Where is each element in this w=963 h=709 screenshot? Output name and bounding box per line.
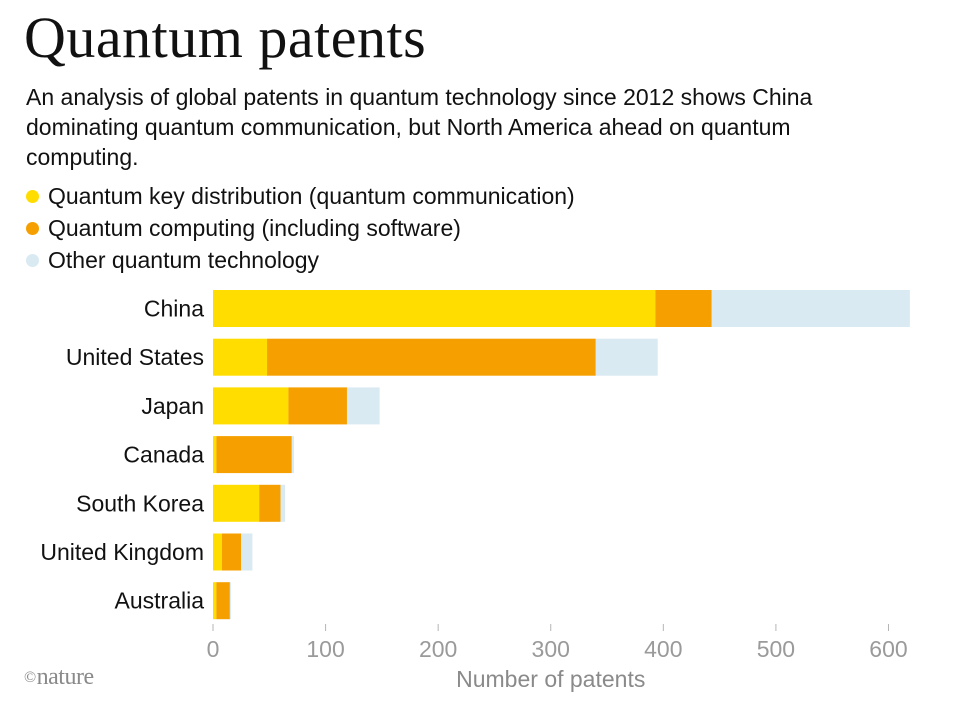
legend-label-qkd: Quantum key distribution (quantum commun… <box>48 182 575 209</box>
bar-segment-other <box>711 290 910 327</box>
bar-segment-qkd <box>213 484 260 522</box>
x-axis-title: Number of patents <box>456 666 645 692</box>
category-label: United States <box>66 344 204 370</box>
bar-segment-other <box>229 582 232 620</box>
legend-label-other: Other quantum technology <box>48 246 320 273</box>
bar-segment-other <box>595 338 658 376</box>
legend-label-computing: Quantum computing (including software) <box>48 214 461 241</box>
bar-segment-other <box>291 436 295 474</box>
x-tick-label: 300 <box>532 636 570 662</box>
bar-segment-qkd <box>213 387 289 425</box>
x-tick-label: 200 <box>419 636 457 662</box>
legend-swatch-qkd <box>26 189 39 203</box>
bar-segment-computing <box>216 582 230 620</box>
chart-subtitle: An analysis of global patents in quantum… <box>26 84 813 170</box>
copyright-symbol: © <box>24 669 36 686</box>
legend-item-qkd: Quantum key distribution (quantum commun… <box>26 180 575 212</box>
bar-segment-computing <box>267 338 596 376</box>
x-tick-label: 0 <box>207 636 220 662</box>
bar-segment-qkd <box>213 290 656 327</box>
chart-title: Quantum patents <box>24 5 427 70</box>
category-label: South Korea <box>76 490 204 516</box>
category-label: United Kingdom <box>40 539 204 565</box>
legend-item-computing: Quantum computing (including software) <box>26 212 575 244</box>
legend: Quantum key distribution (quantum commun… <box>26 180 575 276</box>
bar-segment-other <box>280 484 286 522</box>
bar-segment-other <box>346 387 380 425</box>
bar-segment-qkd <box>213 338 268 376</box>
bar-segment-qkd <box>213 582 217 620</box>
legend-swatch-other <box>26 253 39 267</box>
x-tick-label: 600 <box>869 636 907 662</box>
x-tick-label: 400 <box>644 636 682 662</box>
bar-segment-computing <box>222 533 242 571</box>
x-tick-label: 500 <box>757 636 795 662</box>
category-label: Canada <box>123 442 204 468</box>
bar-segment-computing <box>655 290 712 327</box>
legend-item-other: Other quantum technology <box>26 244 575 276</box>
bar-segment-computing <box>216 436 292 474</box>
bar-segment-qkd <box>213 533 223 571</box>
bar-segment-computing <box>288 387 347 425</box>
nature-credit-logo: ©nature <box>24 664 94 691</box>
legend-swatch-computing <box>26 221 39 235</box>
category-label: Japan <box>141 393 204 419</box>
bar-segment-qkd <box>213 436 217 474</box>
bar-segment-computing <box>259 484 281 522</box>
x-tick-label: 100 <box>306 636 344 662</box>
category-label: Australia <box>115 588 205 614</box>
category-label: China <box>144 296 204 322</box>
bar-segment-other <box>241 533 253 571</box>
credit-text: nature <box>36 664 94 690</box>
